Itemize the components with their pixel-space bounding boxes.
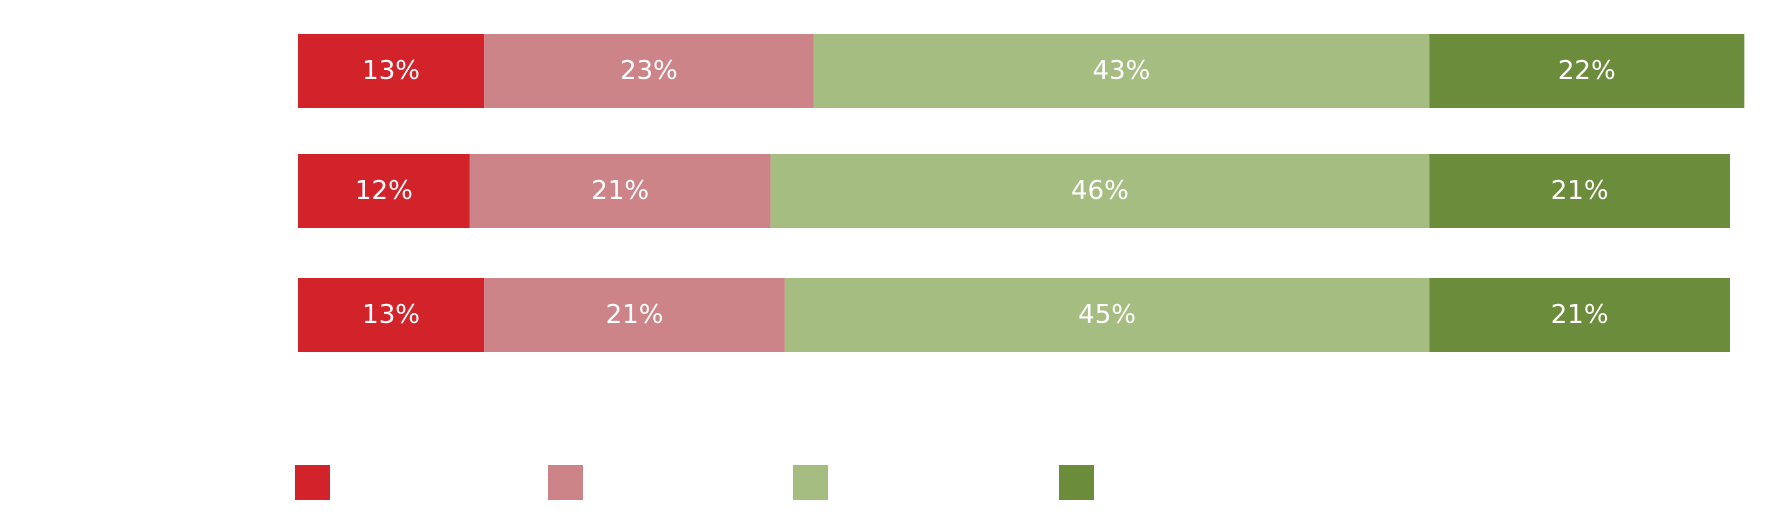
value-label: 21%	[1551, 300, 1609, 330]
bar-segment	[469, 154, 771, 228]
bar-segment	[784, 278, 1430, 352]
legend-swatch	[793, 465, 828, 500]
value-label: 21%	[606, 300, 664, 330]
value-label: 12%	[355, 176, 413, 206]
value-label: 13%	[362, 56, 420, 86]
value-label: 21%	[1551, 176, 1609, 206]
legend-swatch	[295, 465, 330, 500]
value-label: 22%	[1558, 56, 1616, 86]
bar-segment	[1429, 34, 1745, 108]
value-label: 45%	[1078, 300, 1136, 330]
value-label: 46%	[1071, 176, 1129, 206]
bar-segment	[298, 154, 470, 228]
bar-segment	[770, 154, 1430, 228]
bar-segment	[813, 34, 1430, 108]
bar-segment	[1429, 278, 1730, 352]
bar-segment	[1429, 154, 1730, 228]
bar-segment	[298, 278, 485, 352]
value-label: 13%	[362, 300, 420, 330]
bar-segment	[484, 34, 814, 108]
value-label: 23%	[620, 56, 678, 86]
legend-swatch	[548, 465, 583, 500]
value-label: 21%	[591, 176, 649, 206]
bar-segment	[298, 34, 485, 108]
value-label: 43%	[1093, 56, 1151, 86]
legend-swatch	[1059, 465, 1094, 500]
bar-segment	[484, 278, 785, 352]
